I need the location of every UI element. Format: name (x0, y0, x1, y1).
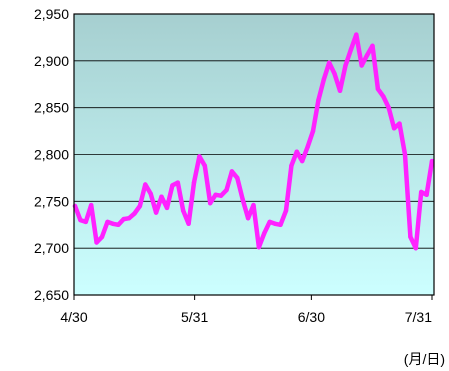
data-point (181, 208, 186, 213)
data-point (213, 192, 218, 197)
data-point (413, 246, 418, 251)
data-point (197, 154, 202, 159)
data-point (337, 88, 343, 94)
data-point (89, 202, 94, 208)
x-tick-label: 6/30 (298, 309, 325, 325)
data-point (170, 183, 175, 188)
y-tick-label: 2,750 (34, 193, 69, 209)
data-point (256, 245, 262, 250)
x-axis-unit-label: (月/日) (403, 351, 445, 367)
data-point (272, 221, 278, 226)
data-point (289, 163, 294, 168)
data-point (175, 180, 180, 185)
data-point (332, 71, 337, 77)
data-point (159, 194, 164, 199)
data-point (235, 175, 240, 181)
data-point (359, 63, 364, 68)
data-point (391, 126, 397, 131)
data-point (121, 216, 126, 222)
data-point (310, 128, 316, 134)
data-point (386, 105, 391, 110)
data-point (164, 205, 170, 211)
y-axis-tick-labels: 2,650 2,700 2,750 2,800 2,850 2,900 2,950 (34, 6, 69, 303)
y-tick-label: 2,650 (34, 287, 69, 303)
data-point (300, 158, 305, 164)
data-point (348, 47, 354, 52)
data-point (78, 217, 83, 223)
data-point (229, 169, 235, 174)
data-point (267, 219, 272, 225)
data-point (305, 144, 310, 150)
data-point (321, 77, 326, 82)
data-point (240, 197, 245, 202)
data-point (278, 222, 283, 227)
y-tick-label: 2,700 (34, 240, 69, 256)
data-point (327, 60, 332, 65)
y-tick-label: 2,950 (34, 6, 69, 22)
data-point (105, 219, 110, 225)
data-point (186, 221, 191, 226)
x-tick-label: 4/30 (60, 309, 87, 325)
data-point (208, 201, 213, 206)
data-point (316, 98, 321, 103)
data-point (137, 203, 143, 209)
y-tick-label: 2,800 (34, 147, 69, 163)
data-points (72, 32, 435, 251)
data-point (191, 180, 197, 185)
x-tick-label: 5/31 (181, 309, 208, 325)
data-point (224, 187, 229, 193)
data-point (424, 192, 429, 197)
data-point (381, 94, 386, 99)
data-point (132, 211, 137, 216)
data-point (126, 216, 132, 221)
data-point (429, 158, 435, 164)
data-point (110, 221, 116, 226)
data-point (116, 222, 121, 227)
data-point (408, 234, 413, 240)
data-point (153, 210, 159, 215)
data-point (251, 202, 256, 208)
y-tick-label: 2,850 (34, 100, 69, 116)
data-point (375, 86, 381, 92)
plot-frame (73, 13, 435, 296)
data-point (354, 32, 359, 37)
data-point (245, 216, 251, 221)
data-point (364, 53, 370, 58)
data-point (218, 193, 224, 198)
data-point (283, 208, 289, 213)
data-point (419, 189, 424, 195)
data-point (83, 219, 89, 225)
data-point (343, 63, 348, 68)
data-point (148, 191, 153, 196)
y-tick-label: 2,900 (34, 53, 69, 69)
data-point (143, 182, 148, 187)
data-point (262, 231, 267, 236)
data-point (370, 43, 375, 48)
data-point (397, 121, 402, 126)
data-point (294, 149, 299, 154)
data-point (202, 163, 207, 168)
data-point (94, 240, 99, 245)
x-tick-label: 7/31 (405, 309, 432, 325)
data-point (99, 234, 105, 240)
data-point (402, 152, 408, 157)
x-axis-tick-labels: 4/30 5/31 6/30 7/31 (60, 295, 433, 325)
